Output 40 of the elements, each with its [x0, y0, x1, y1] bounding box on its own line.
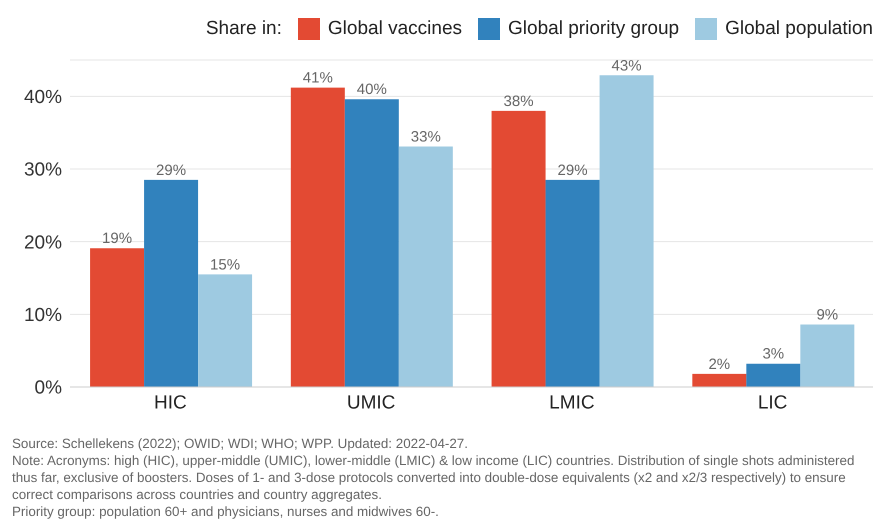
bar — [492, 110, 546, 387]
x-tick-label: LMIC — [549, 392, 595, 414]
data-label: 9% — [816, 306, 838, 324]
bar — [144, 180, 198, 387]
bar — [800, 324, 854, 387]
data-label: 40% — [356, 81, 387, 98]
bar — [344, 99, 399, 387]
data-label: 15% — [210, 256, 240, 274]
bar — [198, 274, 252, 387]
bar — [600, 75, 654, 387]
data-label: 2% — [708, 356, 730, 373]
y-tick-label: 30% — [24, 160, 62, 181]
data-label: 3% — [762, 346, 784, 363]
legend-title: Share in: — [206, 18, 282, 40]
bar — [290, 88, 345, 387]
x-tick-label: UMIC — [346, 392, 396, 414]
bar — [746, 364, 800, 387]
data-label: 43% — [612, 57, 642, 74]
data-label: 38% — [504, 92, 534, 110]
bar — [546, 180, 600, 387]
data-label: 19% — [102, 230, 132, 248]
data-label: 29% — [558, 162, 588, 179]
legend-label: Global population — [725, 18, 873, 40]
x-tick-label: LIC — [758, 392, 788, 414]
y-tick-label: 20% — [24, 232, 62, 254]
bar — [90, 248, 144, 387]
bar — [692, 374, 746, 387]
bar — [398, 146, 453, 387]
x-tick-label: HIC — [154, 392, 187, 414]
data-label: 41% — [302, 70, 333, 87]
y-tick-label: 40% — [24, 87, 62, 108]
data-label: 29% — [156, 162, 186, 179]
source-note: Source: Schellekens (2022); OWID; WDI; WHO; WPP. Updated: 2022-04-27. — [12, 435, 469, 452]
text: Note: Acronyms: high (HIC), upper-middle (UMIC), lower-middle (LMIC) & low income (LIC) countries. Distribution of single shots administered thus far, exclusive of boosters. Doses of 1- and 3-dose protocols converted into double-dose equivalents (x2 and x2/3 respectively) to ensure correct comparisons across countries and country aggregates. — [12, 452, 856, 503]
y-tick-label: 0% — [34, 378, 62, 399]
data-label: 33% — [410, 128, 441, 146]
text: Priority group: population 60+ and physicians, nurses and midwives 60-. — [12, 503, 440, 520]
y-tick-label: 10% — [24, 305, 62, 326]
legend-label: Global priority group — [508, 18, 680, 40]
legend-label: Global vaccines — [328, 18, 462, 40]
